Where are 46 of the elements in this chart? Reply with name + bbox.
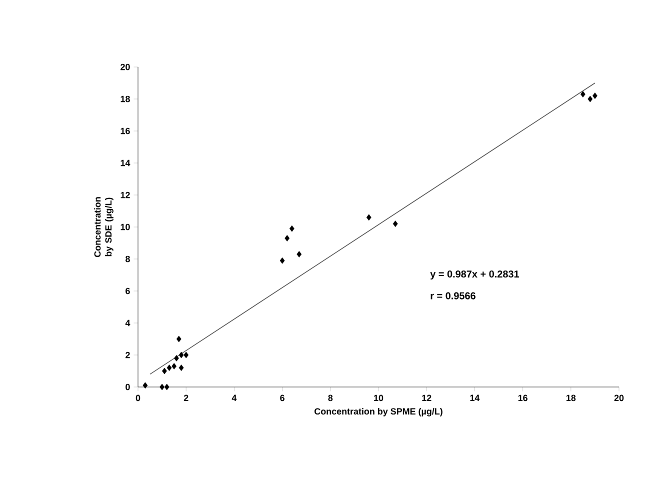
x-tick-label: 20 bbox=[614, 394, 624, 402]
y-tick-label: 12 bbox=[120, 192, 130, 198]
y-tick-label: 0 bbox=[126, 384, 130, 390]
x-tick-label: 4 bbox=[232, 394, 237, 401]
y-tick-label: 20 bbox=[120, 64, 130, 70]
x-tick-label: 10 bbox=[374, 394, 384, 402]
x-tick-label: 0 bbox=[136, 394, 140, 402]
annotation: y = 0.987x + 0.2831 bbox=[430, 270, 520, 280]
y-tick-label: 10 bbox=[120, 224, 130, 230]
y-tick-label: 18 bbox=[120, 96, 130, 102]
point bbox=[184, 352, 189, 358]
point bbox=[174, 355, 179, 362]
point bbox=[172, 363, 177, 370]
x-tick-label: 8 bbox=[328, 394, 333, 402]
point bbox=[289, 225, 294, 232]
y-tick-label: 6 bbox=[126, 288, 130, 294]
point bbox=[160, 384, 164, 390]
x-tick-label: 18 bbox=[566, 394, 576, 402]
point bbox=[166, 364, 172, 371]
y-tick-label: 2 bbox=[126, 352, 130, 358]
point bbox=[284, 235, 290, 242]
y-tick-label: 14 bbox=[120, 160, 130, 166]
x-tick-label: 2 bbox=[184, 394, 188, 402]
x-tick-label: 12 bbox=[422, 394, 432, 402]
y-tick-label: 16 bbox=[120, 128, 130, 134]
x-tick-label: 16 bbox=[518, 394, 528, 402]
y-axis-title: Concentration by SDE (µg/L) bbox=[94, 197, 114, 258]
point bbox=[164, 384, 170, 390]
y-tick-label: 8 bbox=[126, 256, 130, 262]
point bbox=[178, 364, 184, 371]
x-axis-title: Concentration by SPME (µg/L) bbox=[314, 408, 442, 416]
point bbox=[142, 382, 148, 389]
y-tick-label: 4 bbox=[125, 320, 130, 326]
x-tick-label: 6 bbox=[280, 394, 284, 402]
x-tick-label: 14 bbox=[470, 394, 480, 401]
point bbox=[280, 257, 285, 264]
point bbox=[162, 368, 167, 374]
point bbox=[296, 251, 302, 258]
point bbox=[592, 92, 598, 99]
point bbox=[178, 352, 184, 358]
annotation: r = 0.9566 bbox=[430, 292, 476, 300]
point bbox=[366, 214, 372, 221]
point bbox=[588, 96, 593, 102]
point bbox=[580, 91, 586, 98]
point bbox=[392, 220, 398, 227]
point bbox=[176, 336, 182, 342]
